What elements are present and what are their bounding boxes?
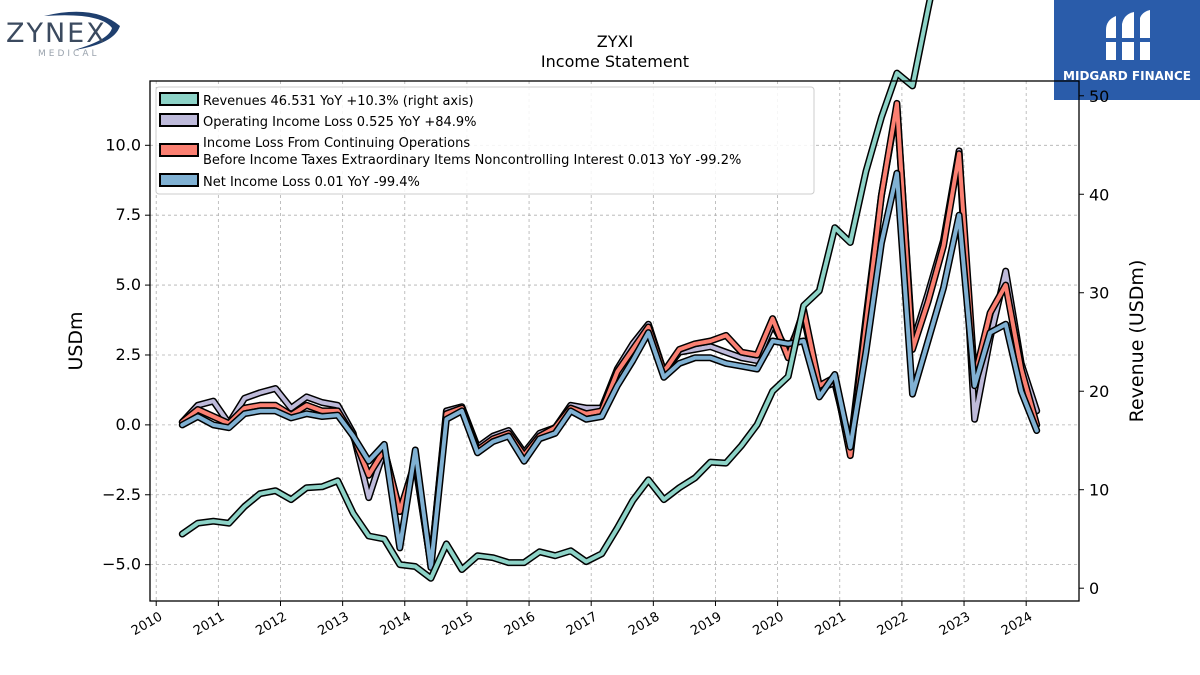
y-tick-label: 0.0 [116, 415, 141, 434]
legend: Revenues 46.531 YoY +10.3% (right axis) O… [155, 86, 815, 195]
logo-left-sub: MEDICAL [38, 49, 100, 59]
x-tick-label: 2010 [129, 609, 165, 639]
x-tick-label: 2016 [502, 609, 538, 639]
y-tick-label: −2.5 [102, 485, 141, 504]
x-tick-label: 2023 [937, 609, 973, 639]
y2-tick-label: 20 [1089, 382, 1109, 401]
x-axis-ticks: 2010 2011 2012 2013 2014 2015 2016 2017 2018 2019… [129, 601, 1035, 639]
x-tick-label: 2024 [999, 609, 1035, 639]
legend-label-2: Income Loss From Continuing Operations [203, 136, 470, 151]
y2-tick-label: 10 [1089, 481, 1109, 500]
legend-swatch-3 [159, 173, 199, 187]
legend-label-0: Revenues 46.531 YoY +10.3% (right axis) [203, 94, 474, 109]
midgard-finance-logo: MIDGARD FINANCE [1054, 0, 1200, 100]
x-tick-label: 2021 [813, 609, 849, 639]
x-tick-label: 2019 [688, 609, 724, 639]
chart-title: ZYXI [597, 32, 633, 51]
x-tick-label: 2014 [378, 609, 414, 639]
y2-tick-label: 30 [1089, 284, 1109, 303]
y2-tick-label: 50 [1089, 87, 1109, 106]
y-tick-label: 10.0 [105, 135, 141, 154]
legend-label-2: Before Income Taxes Extraordinary Items … [203, 153, 741, 168]
y2-tick-label: 40 [1089, 185, 1109, 204]
plot-frame [149, 80, 1080, 602]
legend-swatch-2 [159, 143, 199, 157]
zynex-medical-logo: ZYNEX MEDICAL [4, 4, 124, 60]
x-tick-label: 2012 [253, 609, 289, 639]
x-tick-label: 2018 [626, 609, 662, 639]
series-3-line [180, 171, 1039, 570]
left-axis-ticks: −5.0 −2.5 0.0 2.5 5.0 7.5 10.0 [102, 135, 150, 574]
y-tick-label: 5.0 [116, 275, 141, 294]
x-tick-label: 2017 [564, 609, 600, 639]
legend-label-1: Operating Income Loss 0.525 YoY +84.9% [203, 115, 477, 130]
y-tick-label: 7.5 [116, 205, 141, 224]
y-tick-label: −5.0 [102, 555, 141, 574]
x-tick-label: 2013 [315, 609, 351, 639]
x-tick-label: 2020 [750, 609, 786, 639]
legend-box [155, 86, 815, 195]
legend-label-3: Net Income Loss 0.01 YoY -99.4% [203, 175, 420, 190]
x-tick-label: 2011 [191, 609, 227, 639]
midgard-emblem-icon [1102, 10, 1154, 60]
y-tick-label: 2.5 [116, 345, 141, 364]
series-2-line [180, 101, 1039, 567]
logo-left-brand: ZYNEX [6, 18, 107, 49]
x-tick-label: 2022 [875, 609, 911, 639]
legend-swatch-0 [159, 92, 199, 106]
x-tick-label: 2015 [440, 609, 476, 639]
y2-tick-label: 0 [1089, 579, 1099, 598]
y2-axis-label: Revenue (USDm) [1126, 260, 1148, 423]
legend-swatch-1 [159, 113, 199, 127]
logo-swoosh-icon [44, 11, 120, 50]
y-axis-label: USDm [65, 311, 87, 370]
chart-subtitle: Income Statement [541, 52, 689, 71]
logo-right-brand: MIDGARD FINANCE [1063, 69, 1191, 83]
right-axis-ticks: 0 10 20 30 40 50 [1079, 87, 1109, 598]
